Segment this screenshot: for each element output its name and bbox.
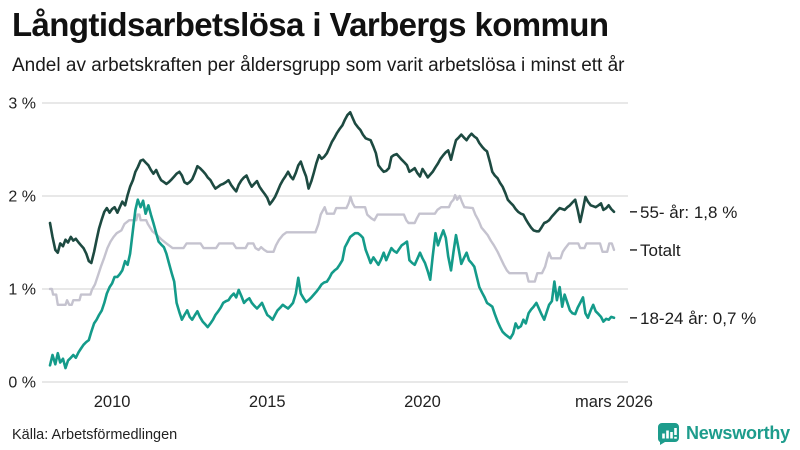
series-end-label: 55- år: 1,8 % (640, 203, 737, 222)
y-axis-tick-label: 0 % (8, 375, 36, 392)
x-axis-tick-label: 2010 (94, 393, 131, 411)
series-end-label: Totalt (640, 241, 681, 260)
series-line-18-24-r (48, 198, 616, 370)
series-line-totalt (48, 193, 616, 306)
x-axis-tick-label: mars 2026 (575, 393, 653, 411)
newsworthy-wordmark: Newsworthy (685, 423, 790, 443)
series-end-label: 18-24 år: 0,7 % (640, 309, 756, 328)
chart-subtitle: Andel av arbetskraften per åldersgrupp s… (12, 55, 625, 76)
newsworthy-logo: Newsworthy (657, 422, 790, 445)
series-line-55-r (48, 111, 616, 265)
y-axis-tick-label: 1 % (8, 282, 36, 299)
y-axis-tick-label: 3 % (8, 96, 36, 113)
x-axis-tick-label: 2015 (249, 393, 286, 411)
newsworthy-icon (657, 423, 679, 445)
x-axis-tick-label: 2020 (404, 393, 441, 411)
y-axis-tick-label: 2 % (8, 189, 36, 206)
chart-title: Långtidsarbetslösa i Varbergs kommun (12, 6, 609, 43)
source-note: Källa: Arbetsförmedlingen (12, 427, 178, 443)
